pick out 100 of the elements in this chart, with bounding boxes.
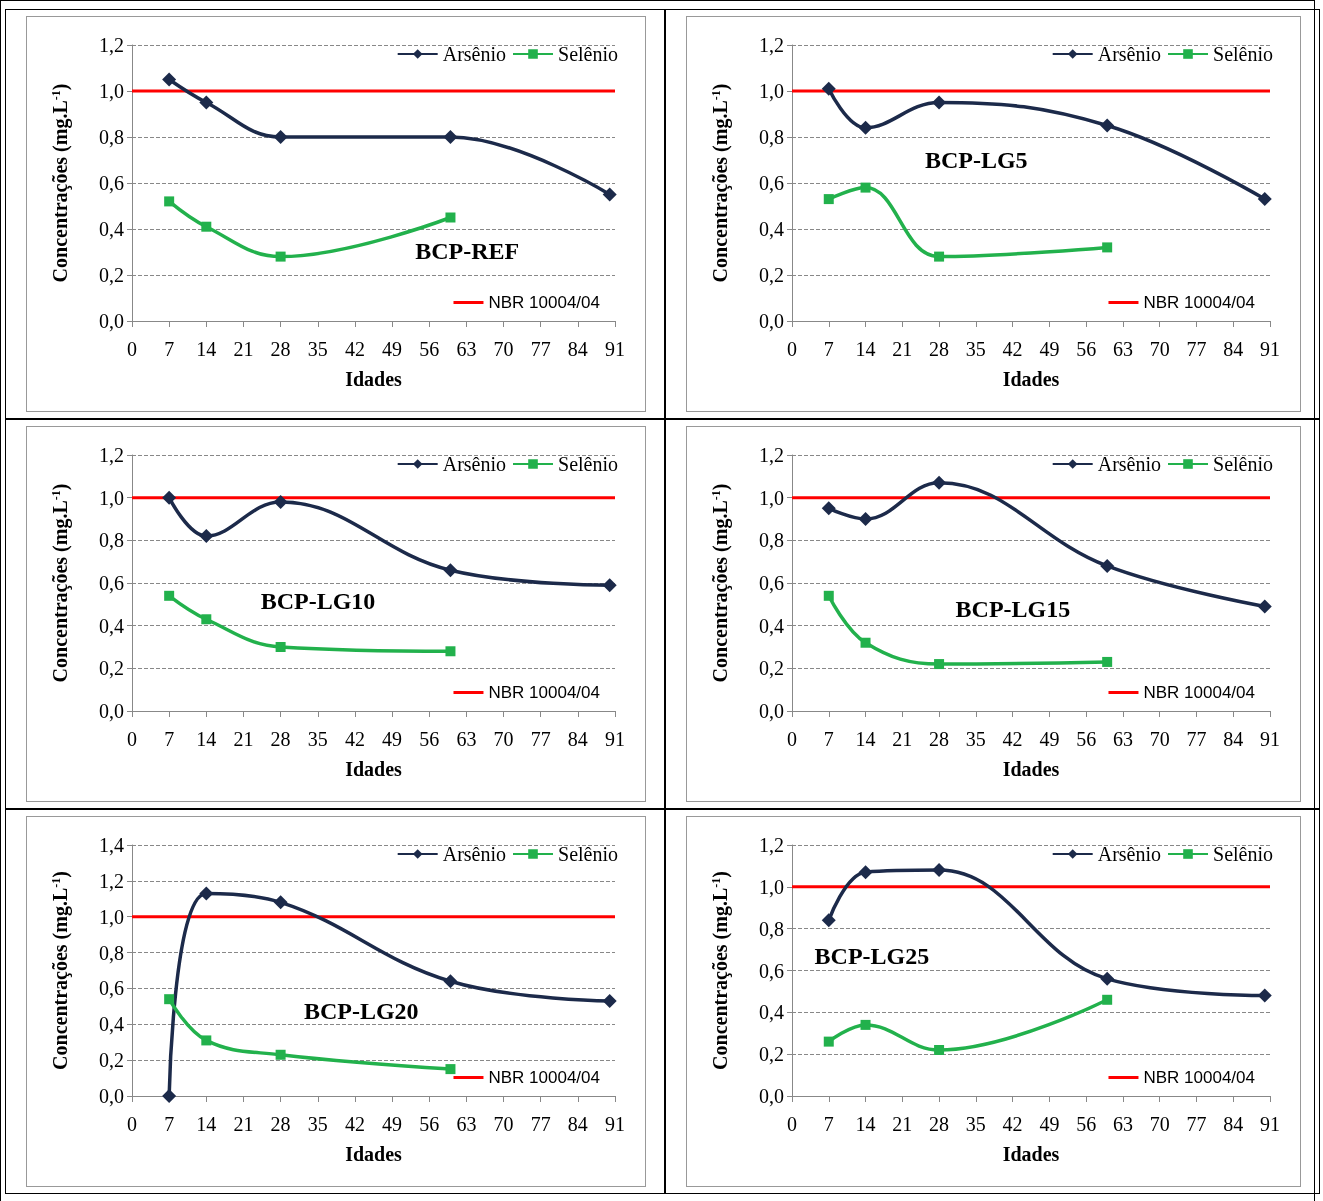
x-tick-label: 0 (127, 728, 137, 750)
y-axis-title: Concentrações (mg.L-1) (709, 483, 732, 683)
y-tick-label: 0,0 (759, 700, 784, 722)
text: BCP-LG25 (814, 942, 930, 969)
y-tick-label: 0,8 (759, 917, 784, 940)
point (934, 659, 945, 670)
point (823, 194, 834, 205)
x-tick-label: 28 (929, 728, 950, 750)
x-tick-label: 77 (1186, 728, 1207, 750)
x-tick-label: 84 (567, 1113, 588, 1135)
y-tick-label: 1,4 (99, 834, 124, 856)
x-tick-label: 7 (164, 338, 175, 360)
x-tick-label: 28 (270, 728, 291, 750)
point (602, 187, 617, 202)
x-tick-label: 63 (1112, 1113, 1133, 1135)
x-axis-title: Idades (345, 758, 403, 780)
x-tick-label: 56 (419, 338, 440, 360)
point (1257, 192, 1272, 207)
x-tick-label: 63 (456, 338, 477, 360)
y-tick-label: 0,4 (99, 218, 124, 240)
x-tick-label: 7 (164, 1113, 175, 1135)
y-axis-title: Concentrações (mg.L-1) (709, 83, 732, 283)
y-tick-label: 1,0 (99, 80, 124, 102)
legend-label: NBR 10004/04 (488, 293, 601, 312)
point (273, 895, 288, 910)
text: BCP-LG20 (303, 998, 419, 1025)
point (273, 130, 288, 144)
point (275, 642, 286, 652)
x-tick-label: 84 (567, 338, 588, 360)
x-tick-label: 91 (1260, 1113, 1280, 1135)
x-tick-label: 0 (787, 1113, 797, 1135)
y-tick-label: 1,2 (99, 869, 124, 892)
point (1257, 599, 1272, 614)
x-axis-title: Idades (345, 1143, 403, 1165)
point (162, 72, 177, 87)
y-tick-label: 0,8 (759, 529, 784, 552)
x-axis-title: Idades (1002, 1143, 1060, 1165)
legend-label: NBR 10004/04 (488, 1068, 601, 1087)
y-tick-label: 0,4 (99, 614, 124, 637)
x-tick-label: 63 (456, 728, 477, 750)
y-tick-label: 0,4 (759, 218, 784, 240)
x-tick-label: 21 (233, 728, 254, 750)
point (858, 512, 873, 526)
point (1100, 118, 1115, 133)
point (201, 1035, 212, 1046)
y-tick-label: 1,0 (759, 875, 784, 898)
legend-label: Selênio (558, 453, 619, 475)
y-tick-label: 0,2 (99, 1049, 124, 1072)
x-tick-label: 14 (855, 1113, 876, 1135)
point (162, 1089, 177, 1103)
x-tick-label: 70 (1149, 1113, 1170, 1135)
legend-label: Selênio (558, 843, 619, 865)
x-tick-label: 49 (382, 1113, 403, 1135)
point (443, 563, 458, 578)
x-tick-label: 35 (307, 1113, 328, 1135)
x-tick-label: 49 (1039, 728, 1060, 750)
legend-label: Arsênio (442, 43, 507, 65)
x-tick-label: 63 (1112, 338, 1133, 360)
point (1257, 988, 1272, 1003)
point (445, 212, 456, 223)
y-tick-label: 0,4 (759, 614, 784, 637)
point (1102, 242, 1113, 253)
y-tick-label: 1,0 (759, 80, 784, 102)
y-tick-label: 0,4 (99, 1013, 124, 1036)
y-tick-label: 0,8 (759, 126, 784, 148)
y-tick-label: 0,0 (99, 310, 124, 332)
x-tick-label: 77 (530, 728, 551, 750)
x-tick-label: 84 (567, 728, 588, 750)
x-tick-label: 49 (382, 338, 403, 360)
legend-label: Arsênio (1097, 843, 1162, 865)
y-tick-label: 0,0 (759, 1085, 784, 1107)
point (821, 81, 836, 96)
legend-label: Arsênio (1097, 453, 1162, 475)
legend-label: Selênio (1213, 453, 1274, 475)
legend-label: NBR 10004/04 (1143, 293, 1256, 312)
x-tick-label: 42 (344, 728, 365, 750)
x-tick-label: 49 (382, 728, 403, 750)
x-tick-label: 7 (164, 728, 175, 750)
x-tick-label: 70 (493, 338, 514, 360)
point (443, 974, 458, 989)
y-tick-label: 1,0 (759, 486, 784, 509)
x-tick-label: 56 (1076, 728, 1097, 750)
legend-label: Selênio (1213, 43, 1274, 65)
point (932, 475, 947, 490)
x-axis-title: Idades (345, 368, 403, 390)
x-tick-label: 0 (127, 1113, 137, 1135)
y-tick-label: 0,6 (759, 959, 784, 982)
x-tick-label: 28 (270, 338, 291, 360)
x-tick-label: 42 (1002, 1113, 1023, 1135)
x-tick-label: 35 (965, 728, 986, 750)
x-axis-title: Idades (1002, 758, 1060, 780)
x-tick-label: 14 (855, 728, 876, 750)
x-tick-label: 35 (307, 338, 328, 360)
legend-label: Selênio (558, 43, 619, 65)
y-tick-label: 1,2 (759, 834, 784, 856)
x-tick-label: 56 (419, 728, 440, 750)
legend-label: NBR 10004/04 (1143, 683, 1256, 702)
point (602, 578, 617, 593)
x-tick-label: 28 (929, 338, 950, 360)
point (1100, 558, 1115, 573)
